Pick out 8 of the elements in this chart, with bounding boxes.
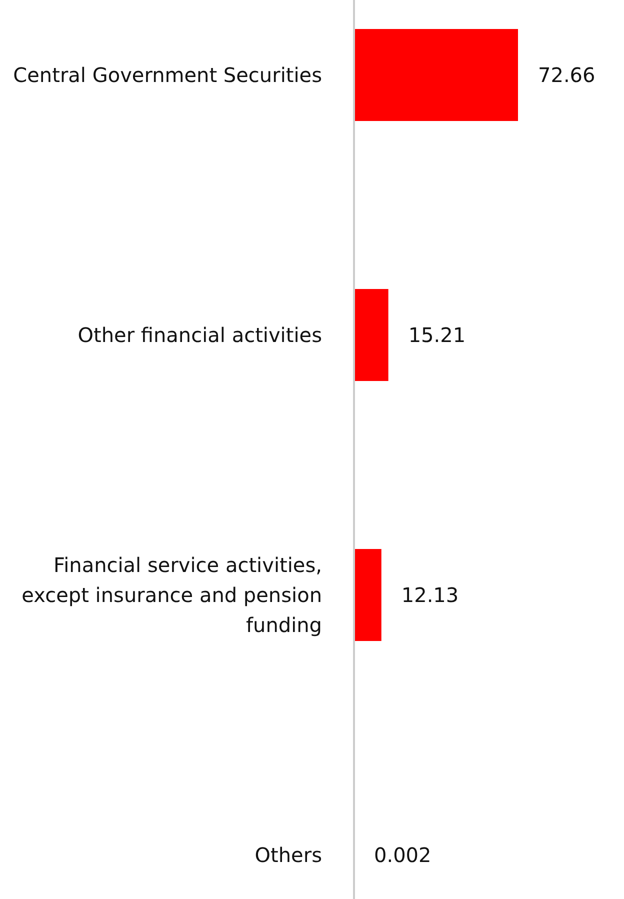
y-tick-label: Others bbox=[254, 843, 322, 867]
y-tick-label: Other financial activities bbox=[78, 323, 322, 347]
data-label: 0.002 bbox=[374, 843, 432, 868]
data-label: 15.21 bbox=[408, 323, 466, 348]
data-label: 12.13 bbox=[401, 583, 459, 608]
y-tick-label: Central Government Securities bbox=[13, 63, 322, 87]
y-tick-label: Financial service activities, except insurance and pension funding bbox=[22, 553, 322, 637]
data-label: 72.66 bbox=[538, 63, 596, 88]
